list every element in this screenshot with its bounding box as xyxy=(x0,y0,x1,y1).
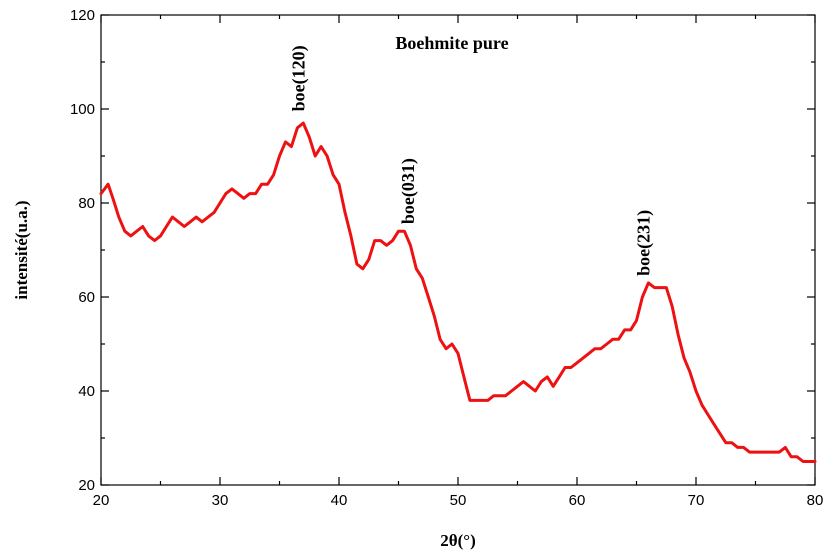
x-tick-label: 50 xyxy=(450,492,467,509)
y-tick-label: 100 xyxy=(70,101,95,118)
series-line xyxy=(99,121,817,463)
x-tick-label: 60 xyxy=(569,492,586,509)
axis-tick-labels: 20 30 40 50 60 70 80 20 40 60 80 100 120 xyxy=(70,7,823,509)
x-tick-label: 40 xyxy=(331,492,348,509)
x-tick-label: 20 xyxy=(93,492,110,509)
axis-ticks xyxy=(100,14,816,486)
peak-label: boe(120) xyxy=(288,45,309,111)
y-tick-label: 60 xyxy=(78,289,95,306)
x-tick-label: 70 xyxy=(688,492,705,509)
peak-label: boe(031) xyxy=(398,158,419,224)
x-tick-label: 30 xyxy=(212,492,229,509)
chart-title: Boehmite pure xyxy=(395,33,508,53)
y-tick-label: 20 xyxy=(78,477,95,494)
peak-annotations: boe(120) boe(031) boe(231) xyxy=(288,45,654,276)
y-tick-label: 40 xyxy=(78,383,95,400)
y-axis-title: intensité(u.a.) xyxy=(12,200,31,299)
x-axis-title: 2θ(°) xyxy=(440,531,476,550)
x-tick-label: 80 xyxy=(807,492,824,509)
y-tick-label: 120 xyxy=(70,7,95,24)
peak-label: boe(231) xyxy=(634,210,655,276)
y-tick-label: 80 xyxy=(78,195,95,212)
